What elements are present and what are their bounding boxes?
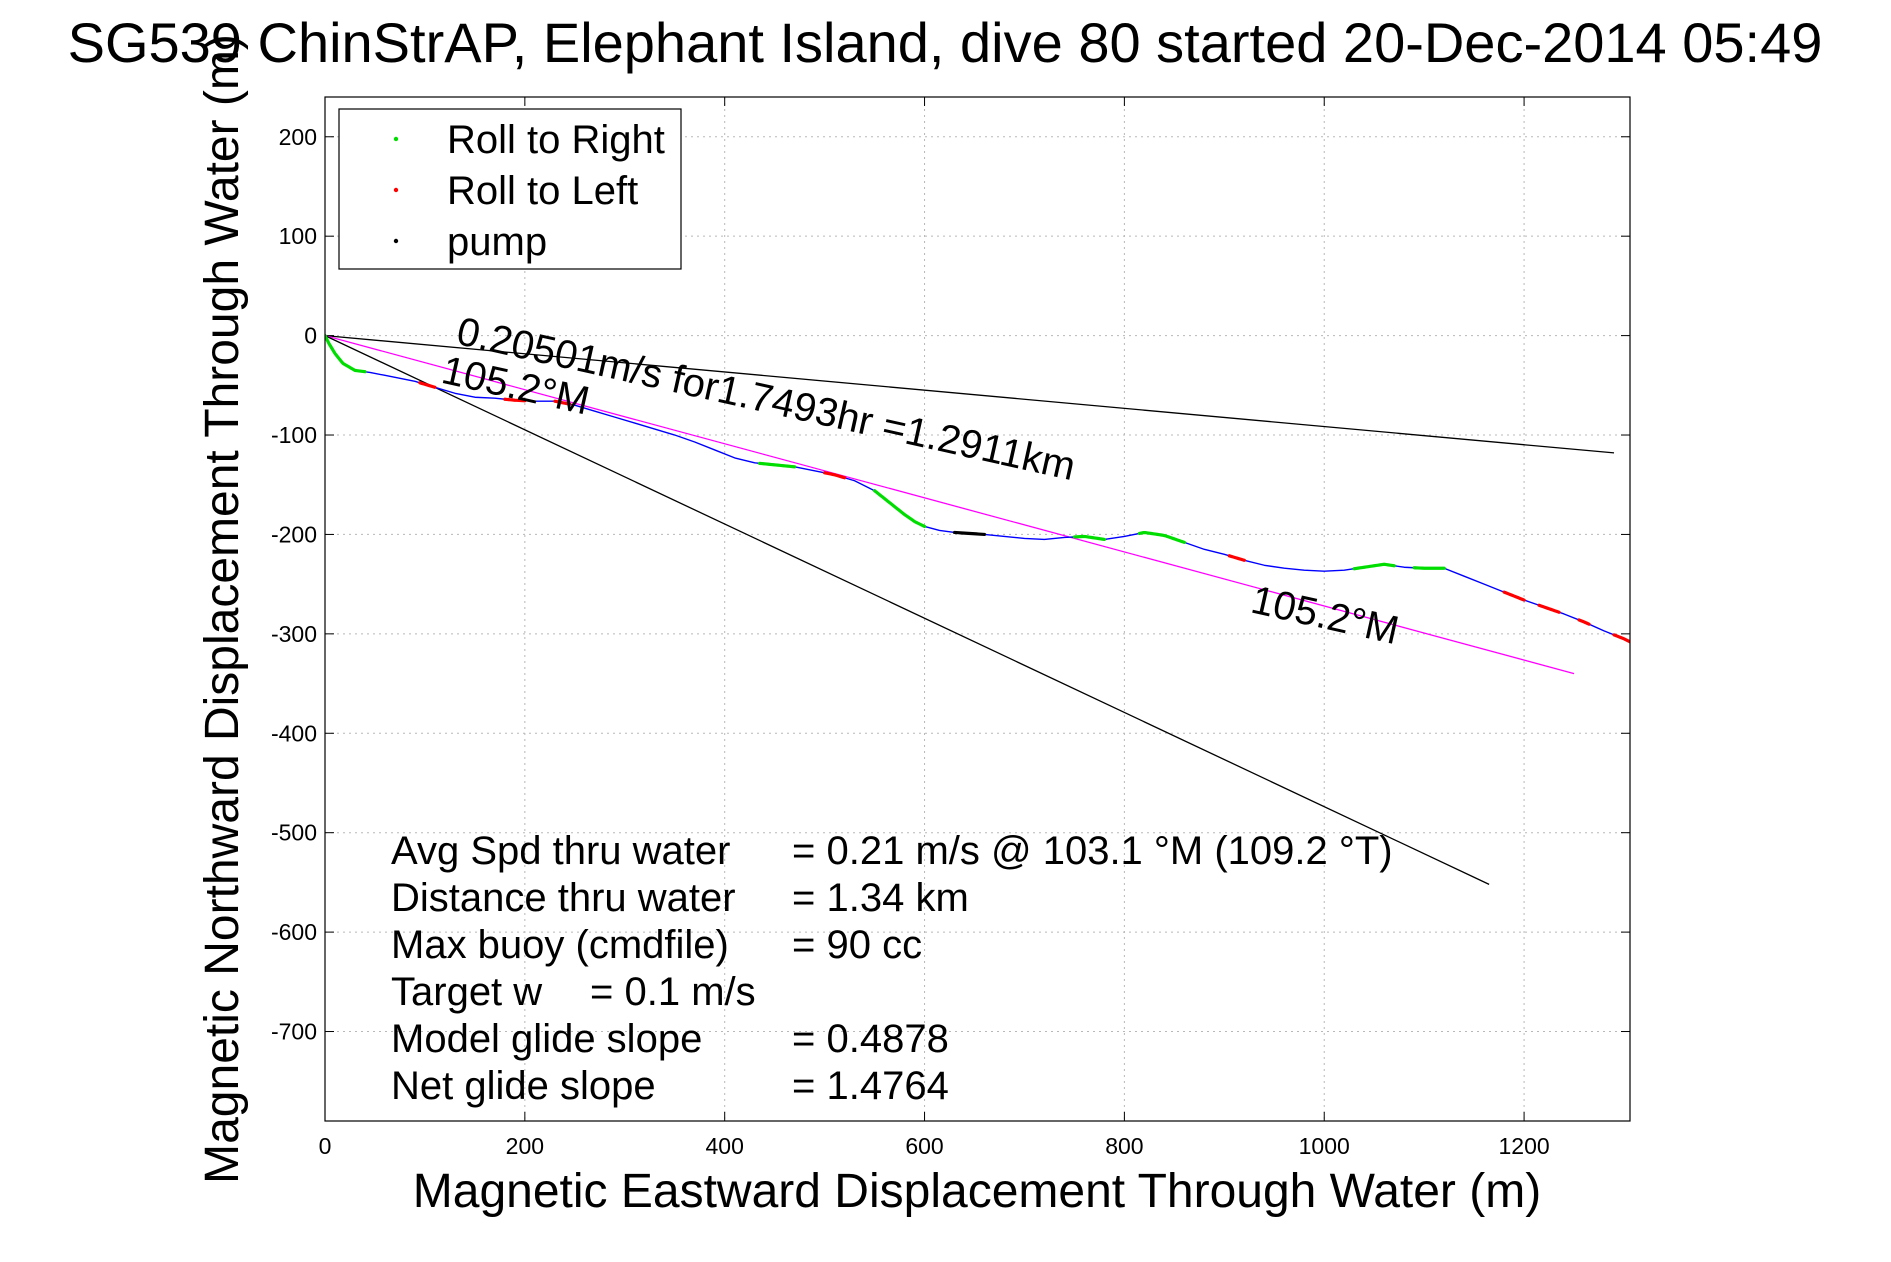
y-tick-label: 200 <box>279 124 317 150</box>
roll-right-segment <box>1352 562 1396 571</box>
roll-segments <box>325 334 1630 644</box>
y-tick-label: -100 <box>271 422 317 448</box>
roll-left-segment <box>1502 590 1526 602</box>
y-tick-label: -200 <box>271 521 317 547</box>
stat-value-model-glide: = 0.4878 <box>792 1017 949 1061</box>
pump-segment <box>952 530 987 537</box>
plot-frame <box>324 96 1631 1122</box>
stat-value-target-w: = 0.1 m/s <box>590 970 756 1014</box>
stat-label-max-buoy: Max buoy (cmdfile) <box>391 923 729 967</box>
track-line <box>325 335 1630 643</box>
track-lines <box>325 335 1630 643</box>
roll-right-segment <box>1137 530 1186 544</box>
roll-left-segment <box>1612 633 1630 644</box>
bearing-line <box>325 335 1490 885</box>
stat-label-target-w: Target w <box>391 970 542 1014</box>
y-axis-label: Magnetic Northward Displacement Through … <box>196 34 249 1184</box>
legend-marker-roll-left <box>393 187 399 193</box>
y-tick-label: 100 <box>279 223 317 249</box>
stat-label-model-glide: Model glide slope <box>391 1017 702 1061</box>
stat-value-distance: = 1.34 km <box>792 876 969 920</box>
x-tick-label: 1200 <box>1498 1133 1549 1159</box>
stat-value-max-buoy: = 90 cc <box>792 923 922 967</box>
stat-value-avg-speed: = 0.21 m/s @ 103.1 °M (109.2 °T) <box>792 829 1393 873</box>
legend-label-pump: pump <box>447 220 547 264</box>
roll-right-segment <box>872 489 927 529</box>
y-tick-label: 0 <box>304 323 317 349</box>
stats-block: Avg Spd thru water = 0.21 m/s @ 103.1 °M… <box>391 829 1393 1108</box>
legend: Roll to Right Roll to Left pump <box>338 108 682 270</box>
legend-label-roll-right: Roll to Right <box>447 118 665 162</box>
roll-left-segment <box>1227 554 1246 562</box>
y-tick-label: -400 <box>271 720 317 746</box>
legend-marker-roll-right <box>393 136 399 142</box>
bearing-line <box>325 334 1575 675</box>
roll-left-segment <box>418 381 437 389</box>
stat-value-net-glide: = 1.4764 <box>792 1064 949 1108</box>
roll-right-segment <box>1072 534 1107 542</box>
x-tick-label: 0 <box>319 1133 332 1159</box>
x-tick-label: 400 <box>706 1133 744 1159</box>
x-axis-label: Magnetic Eastward Displacement Through W… <box>413 1165 1541 1218</box>
legend-label-roll-left: Roll to Left <box>447 169 638 213</box>
axis-ticks: 0 200 400 600 800 1000 12002001000-100-200-300… <box>271 97 1630 1159</box>
bearing-lines <box>325 334 1615 885</box>
roll-left-segment <box>1577 618 1591 626</box>
x-tick-label: 1000 <box>1299 1133 1350 1159</box>
legend-marker-pump <box>393 238 399 244</box>
roll-right-segment <box>758 461 797 469</box>
roll-left-segment <box>503 397 527 403</box>
y-tick-label: -500 <box>271 820 317 846</box>
chart-title: SG539 ChinStrAP, Elephant Island, dive 8… <box>68 11 1823 74</box>
stat-label-net-glide: Net glide slope <box>391 1064 656 1108</box>
roll-left-segment <box>1537 603 1561 614</box>
stat-label-avg-speed: Avg Spd thru water <box>391 829 730 873</box>
y-tick-label: -700 <box>271 1019 317 1045</box>
bearing-line <box>325 334 1615 454</box>
roll-left-segment <box>823 471 847 480</box>
x-tick-label: 800 <box>1105 1133 1143 1159</box>
stat-label-distance: Distance thru water <box>391 876 736 920</box>
x-tick-label: 200 <box>506 1133 544 1159</box>
y-tick-label: -600 <box>271 919 317 945</box>
roll-left-segment <box>553 399 572 406</box>
x-tick-label: 600 <box>905 1133 943 1159</box>
roll-right-segment <box>325 334 367 374</box>
y-tick-label: -300 <box>271 621 317 647</box>
